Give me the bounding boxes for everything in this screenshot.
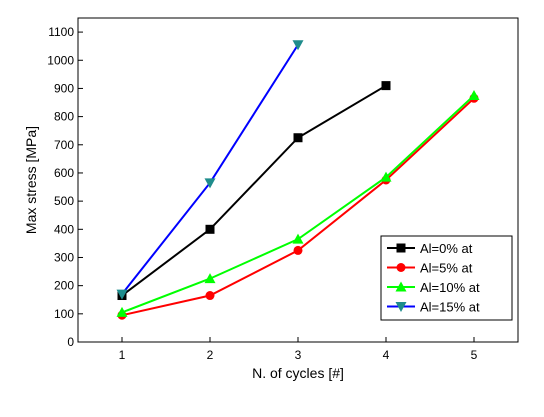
data-point: [204, 178, 216, 189]
data-point: [116, 306, 128, 317]
series-3: [116, 89, 480, 317]
legend-marker: [395, 302, 407, 312]
y-tick-label: 100: [54, 307, 74, 321]
y-tick-label: 200: [54, 279, 74, 293]
y-tick-label: 1100: [48, 25, 74, 39]
legend-label: Al=10% at: [420, 280, 480, 295]
data-point: [116, 289, 128, 300]
x-tick-label: 3: [295, 348, 302, 362]
data-point: [204, 273, 216, 284]
data-point: [205, 224, 215, 234]
x-tick-label: 1: [119, 348, 126, 362]
x-tick-label: 2: [207, 348, 214, 362]
y-tick-label: 1000: [47, 53, 74, 67]
x-tick-label: 5: [471, 348, 478, 362]
data-point: [468, 89, 480, 100]
series-layer: [116, 40, 480, 320]
data-point: [292, 233, 304, 244]
y-tick-label: 300: [54, 250, 74, 264]
data-point: [293, 133, 303, 143]
y-axis-label: Max stress [MPa]: [23, 126, 39, 234]
y-tick-label: 600: [54, 166, 74, 180]
y-tick-label: 500: [54, 194, 74, 208]
data-point: [293, 245, 303, 255]
y-tick-label: 400: [54, 222, 74, 236]
y-tick-label: 700: [54, 138, 74, 152]
legend-label: Al=15% at: [420, 300, 480, 315]
legend-item: Al=5% at: [387, 261, 473, 276]
y-tick-label: 0: [67, 335, 74, 349]
x-axis-label: N. of cycles [#]: [252, 365, 344, 381]
series-4: [116, 40, 304, 300]
x-axis-ticks: 1 2 3 4 5: [119, 337, 478, 362]
legend-item: Al=15% at: [387, 300, 480, 315]
x-tick-label: 4: [383, 348, 390, 362]
legend-marker: [396, 243, 406, 253]
data-point: [205, 291, 215, 301]
series-line: [121, 84, 387, 297]
data-point: [380, 171, 392, 182]
legend: Al=0% at Al=5% at Al=10% at Al=15% at: [380, 235, 513, 321]
legend-marker: [395, 281, 407, 292]
legend-item: Al=10% at: [387, 280, 480, 295]
data-point: [292, 40, 304, 51]
y-axis-ticks: 0 100 200 300 400 500 600 700 800 900 1000 1100: [47, 25, 83, 349]
y-tick-label: 900: [54, 81, 74, 95]
legend-label: Al=5% at: [420, 261, 473, 276]
legend-item: Al=0% at: [387, 241, 473, 256]
legend-label: Al=0% at: [420, 241, 473, 256]
legend-marker: [396, 263, 406, 272]
y-tick-label: 800: [54, 110, 74, 124]
data-point: [381, 81, 391, 91]
